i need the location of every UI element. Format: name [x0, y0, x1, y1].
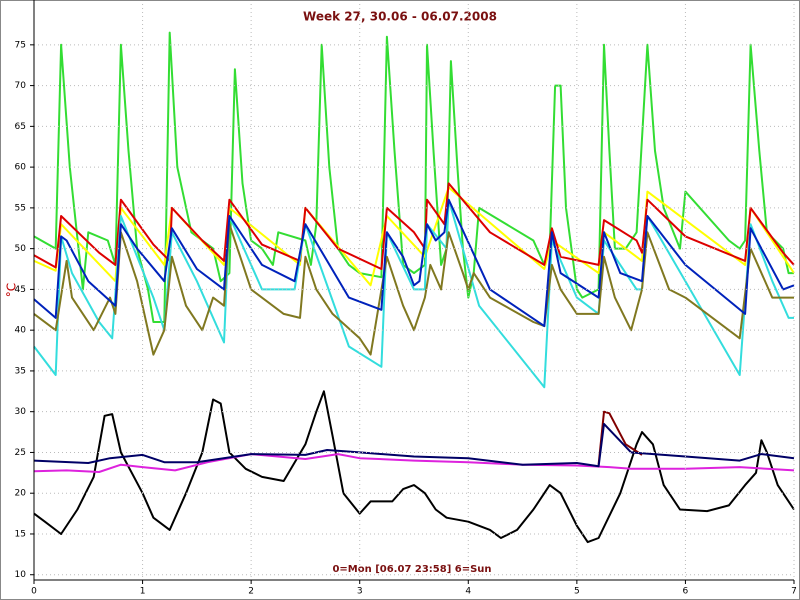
x-tick-label: 3: [357, 587, 363, 597]
y-tick-label: 55: [15, 203, 26, 213]
x-tick-label: 2: [248, 587, 254, 597]
y-tick-label: 40: [15, 326, 27, 336]
y-axis-label: °C: [5, 283, 19, 297]
y-tick-label: 10: [15, 570, 27, 580]
y-tick-label: 15: [15, 529, 26, 539]
y-tick-label: 60: [15, 163, 27, 173]
y-tick-label: 20: [15, 489, 27, 499]
y-tick-label: 65: [15, 122, 26, 132]
y-tick-label: 50: [15, 244, 27, 254]
x-tick-label: 4: [465, 587, 471, 597]
y-tick-label: 30: [15, 407, 27, 417]
x-tick-label: 6: [683, 587, 689, 597]
series-line: [597, 410, 643, 465]
y-tick-label: 35: [15, 366, 26, 376]
series-line: [33, 198, 795, 328]
y-tick-label: 75: [15, 40, 26, 50]
series-line: [33, 223, 794, 356]
y-tick-label: 70: [15, 81, 27, 91]
series-line: [33, 182, 795, 270]
x-tick-label: 7: [791, 587, 797, 597]
x-tick-label: 0: [31, 587, 37, 597]
x-tick-label: 1: [140, 587, 146, 597]
series-line: [33, 453, 795, 473]
y-tick-label: 45: [15, 285, 26, 295]
chart-title: Week 27, 30.06 - 06.07.2008: [303, 10, 497, 24]
annotation: 0=Mon [06.07 23:58] 6=Sun: [332, 564, 491, 575]
y-tick-label: 25: [15, 448, 26, 458]
series-line: [33, 390, 795, 544]
series-line: [33, 422, 795, 468]
x-tick-label: 5: [574, 587, 580, 597]
